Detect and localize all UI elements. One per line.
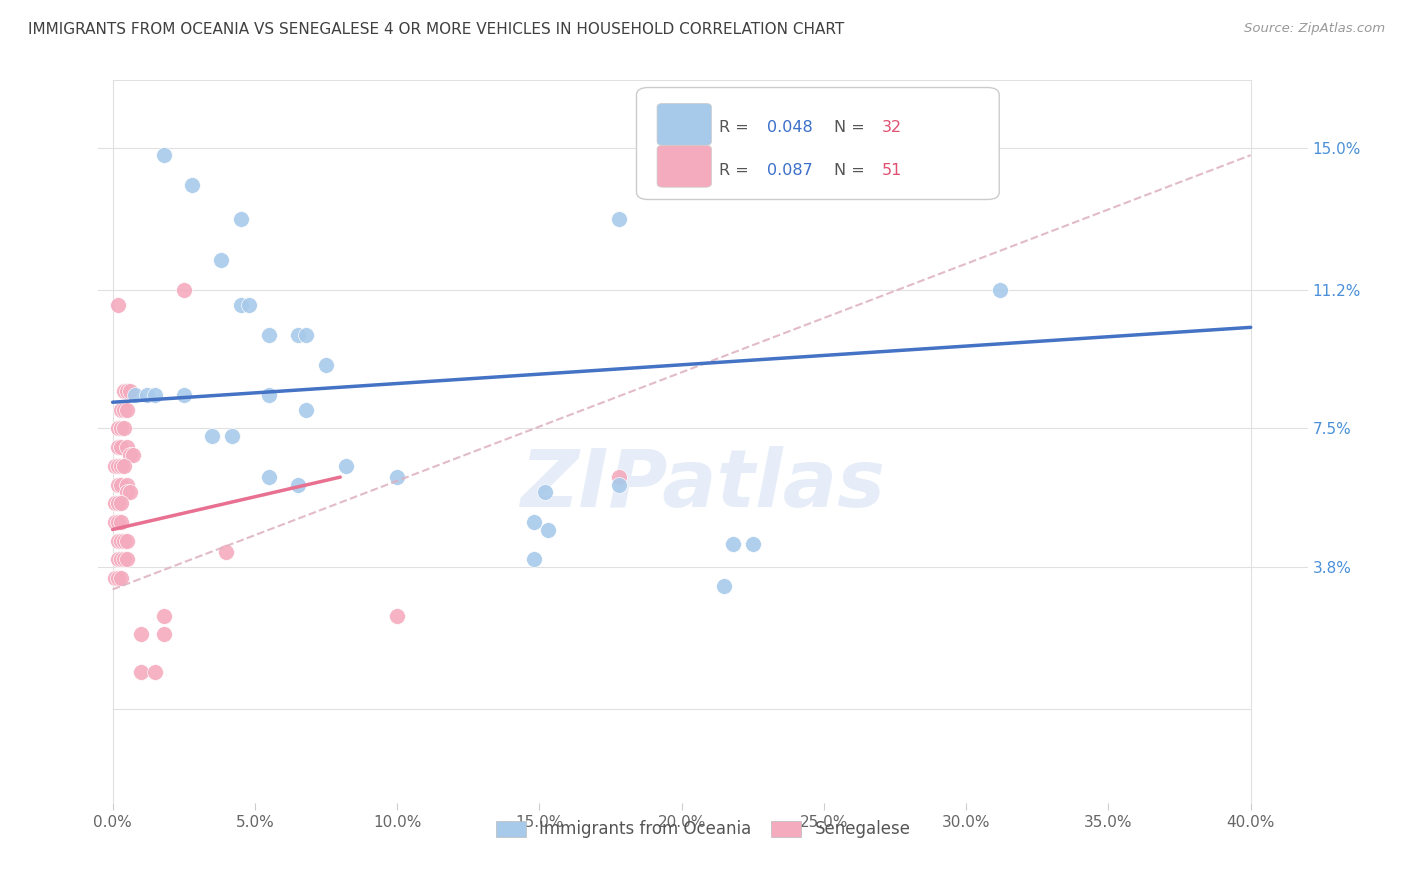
Point — [295, 327, 318, 342]
Point — [104, 496, 127, 510]
Point — [153, 627, 176, 641]
Point — [107, 421, 129, 435]
Text: R =: R = — [718, 163, 754, 178]
Point — [173, 283, 195, 297]
Text: 0.087: 0.087 — [768, 163, 813, 178]
Point — [115, 440, 138, 454]
Point — [115, 533, 138, 548]
Point — [988, 283, 1011, 297]
Point — [215, 545, 238, 559]
Point — [221, 429, 243, 443]
Point — [110, 533, 132, 548]
Point — [173, 388, 195, 402]
FancyBboxPatch shape — [637, 87, 1000, 200]
Text: IMMIGRANTS FROM OCEANIA VS SENEGALESE 4 OR MORE VEHICLES IN HOUSEHOLD CORRELATIO: IMMIGRANTS FROM OCEANIA VS SENEGALESE 4 … — [28, 22, 845, 37]
Point — [129, 665, 152, 679]
Point — [209, 252, 232, 267]
Text: N =: N = — [834, 163, 869, 178]
Text: N =: N = — [834, 120, 869, 135]
Point — [537, 523, 560, 537]
FancyBboxPatch shape — [657, 145, 711, 187]
Point — [107, 458, 129, 473]
Point — [104, 515, 127, 529]
Point — [238, 298, 260, 312]
Point — [721, 537, 744, 551]
Point — [112, 421, 135, 435]
Point — [523, 515, 546, 529]
Point — [181, 178, 204, 193]
Point — [315, 358, 337, 372]
Text: R =: R = — [718, 120, 754, 135]
Point — [523, 552, 546, 566]
Point — [110, 515, 132, 529]
Point — [335, 458, 357, 473]
Point — [118, 448, 141, 462]
Point — [110, 571, 132, 585]
Point — [153, 148, 176, 162]
Point — [107, 496, 129, 510]
Point — [107, 440, 129, 454]
Point — [385, 608, 408, 623]
Point — [229, 211, 252, 226]
Point — [110, 402, 132, 417]
Point — [295, 402, 318, 417]
Text: 51: 51 — [882, 163, 903, 178]
Text: Source: ZipAtlas.com: Source: ZipAtlas.com — [1244, 22, 1385, 36]
Point — [143, 665, 166, 679]
Point — [287, 327, 309, 342]
Point — [153, 608, 176, 623]
Point — [112, 552, 135, 566]
Point — [287, 477, 309, 491]
Point — [107, 477, 129, 491]
Point — [229, 298, 252, 312]
Point — [110, 421, 132, 435]
Point — [107, 533, 129, 548]
Text: 32: 32 — [882, 120, 903, 135]
Point — [129, 627, 152, 641]
Point — [107, 515, 129, 529]
Text: ZIPatlas: ZIPatlas — [520, 446, 886, 524]
Point — [115, 485, 138, 500]
Point — [115, 402, 138, 417]
Point — [107, 571, 129, 585]
Point — [201, 429, 224, 443]
Point — [115, 477, 138, 491]
Point — [607, 477, 630, 491]
Point — [135, 388, 157, 402]
Text: 0.048: 0.048 — [768, 120, 813, 135]
Point — [104, 571, 127, 585]
Point — [110, 477, 132, 491]
Point — [118, 485, 141, 500]
Point — [121, 448, 143, 462]
Point — [112, 533, 135, 548]
Point — [385, 470, 408, 484]
Point — [124, 388, 146, 402]
Point — [607, 211, 630, 226]
Point — [107, 552, 129, 566]
FancyBboxPatch shape — [657, 103, 711, 145]
Point — [110, 458, 132, 473]
Point — [713, 579, 735, 593]
Point — [741, 537, 763, 551]
Point — [112, 384, 135, 398]
Point — [112, 458, 135, 473]
Point — [118, 384, 141, 398]
Point — [257, 470, 280, 484]
Point — [112, 402, 135, 417]
Point — [257, 388, 280, 402]
Point — [607, 470, 630, 484]
Legend: Immigrants from Oceania, Senegalese: Immigrants from Oceania, Senegalese — [489, 814, 917, 845]
Point — [110, 552, 132, 566]
Point — [534, 485, 557, 500]
Point — [104, 458, 127, 473]
Point — [107, 298, 129, 312]
Point — [115, 552, 138, 566]
Point — [115, 384, 138, 398]
Point — [110, 496, 132, 510]
Point — [143, 388, 166, 402]
Point — [110, 440, 132, 454]
Point — [257, 327, 280, 342]
